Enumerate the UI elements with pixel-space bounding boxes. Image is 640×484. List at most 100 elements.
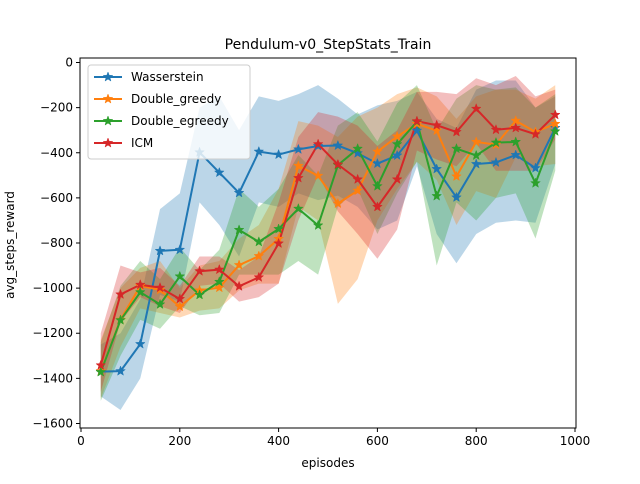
point-double-egreedy [549, 125, 561, 136]
point-wasserstein [115, 365, 126, 376]
y-tick-label: 0 [65, 56, 73, 70]
point-double-egreedy [95, 366, 107, 377]
x-tick-label: 600 [366, 434, 389, 448]
point-double-egreedy [391, 138, 403, 149]
point-wasserstein [451, 191, 462, 203]
x-tick-label: 400 [267, 434, 290, 448]
point-wasserstein [510, 149, 522, 160]
point-icm [470, 103, 482, 114]
band-icm [100, 76, 556, 392]
point-double-egreedy [352, 142, 364, 154]
point-wasserstein [530, 162, 541, 173]
x-axis-label: episodes [301, 456, 354, 470]
point-double-greedy [213, 281, 225, 293]
line-double-egreedy [99, 120, 557, 373]
point-icm [549, 109, 561, 120]
legend-label: Double_egreedy [131, 114, 229, 128]
legend-label: ICM [131, 136, 153, 150]
point-double-egreedy [233, 224, 245, 235]
point-double-egreedy [371, 180, 383, 191]
point-double-greedy [292, 160, 304, 171]
point-double-greedy [174, 300, 186, 312]
legend-label: Double_greedy [131, 92, 221, 106]
point-double-egreedy [194, 289, 205, 300]
point-icm [431, 119, 443, 130]
point-icm [510, 122, 522, 133]
y-tick-label: −1000 [32, 281, 73, 295]
point-icm [134, 279, 146, 290]
point-double-egreedy [451, 142, 462, 154]
point-wasserstein [273, 148, 285, 160]
point-double-egreedy [470, 149, 482, 161]
y-tick-label: −400 [40, 146, 73, 160]
point-icm [174, 293, 186, 304]
point-double-greedy [451, 170, 462, 182]
point-double-egreedy [312, 219, 324, 231]
point-double-egreedy [490, 136, 502, 148]
point-double-greedy [470, 136, 482, 147]
band-double-egreedy [100, 85, 556, 401]
point-wasserstein [371, 157, 383, 169]
legend-marker [102, 115, 114, 126]
band-double-greedy [100, 85, 556, 399]
band-wasserstein [100, 80, 556, 410]
series-markers [95, 103, 561, 377]
point-icm [530, 128, 541, 139]
point-double-egreedy [273, 223, 285, 234]
point-double-egreedy [174, 270, 186, 282]
x-tick-label: 1000 [560, 434, 591, 448]
y-tick-label: −200 [40, 101, 73, 115]
point-double-egreedy [213, 276, 225, 287]
point-double-egreedy [253, 236, 265, 247]
y-tick-label: −1400 [32, 371, 73, 385]
point-wasserstein [352, 147, 364, 158]
x-tick-label: 0 [77, 434, 85, 448]
y-tick-label: −1200 [32, 326, 73, 340]
point-wasserstein [431, 163, 443, 174]
point-icm [411, 115, 423, 126]
point-icm [332, 158, 344, 170]
legend-marker [102, 71, 114, 82]
point-double-egreedy [292, 202, 304, 214]
legend-marker [102, 137, 114, 148]
point-icm [194, 265, 205, 276]
y-tick-label: −800 [40, 236, 73, 250]
point-double-greedy [233, 259, 245, 270]
point-double-greedy [332, 197, 344, 209]
point-double-greedy [352, 184, 364, 196]
point-wasserstein [470, 158, 482, 169]
point-double-egreedy [530, 177, 541, 188]
point-wasserstein [411, 124, 423, 136]
point-double-greedy [371, 145, 383, 157]
point-wasserstein [134, 338, 146, 349]
point-wasserstein [490, 156, 502, 168]
point-wasserstein [332, 139, 344, 151]
point-icm [490, 124, 502, 135]
y-tick-label: −1600 [32, 416, 73, 430]
point-double-egreedy [154, 298, 166, 309]
axes: 0 200 400 600 800 1000 0 −200 −400 −600 −800 −1000 −… [32, 56, 590, 448]
point-wasserstein [213, 166, 225, 178]
point-wasserstein [292, 143, 304, 154]
legend-box [87, 64, 251, 160]
point-icm [451, 126, 462, 137]
point-icm [391, 173, 403, 184]
legend: Wasserstein Double_greedy Double_egreedy IC… [87, 64, 251, 160]
point-double-egreedy [115, 314, 126, 325]
point-wasserstein [391, 149, 403, 161]
legend-marker [102, 93, 114, 104]
x-tick-label: 800 [465, 434, 488, 448]
point-wasserstein [233, 187, 245, 198]
point-double-greedy [312, 170, 324, 181]
point-icm [154, 281, 166, 293]
legend-label: Wasserstein [131, 70, 204, 84]
point-icm [233, 280, 245, 291]
point-double-egreedy [134, 286, 146, 297]
line-icm [99, 107, 556, 366]
point-icm [273, 237, 285, 249]
point-icm [371, 201, 383, 212]
point-icm [115, 288, 126, 300]
point-icm [352, 173, 364, 184]
